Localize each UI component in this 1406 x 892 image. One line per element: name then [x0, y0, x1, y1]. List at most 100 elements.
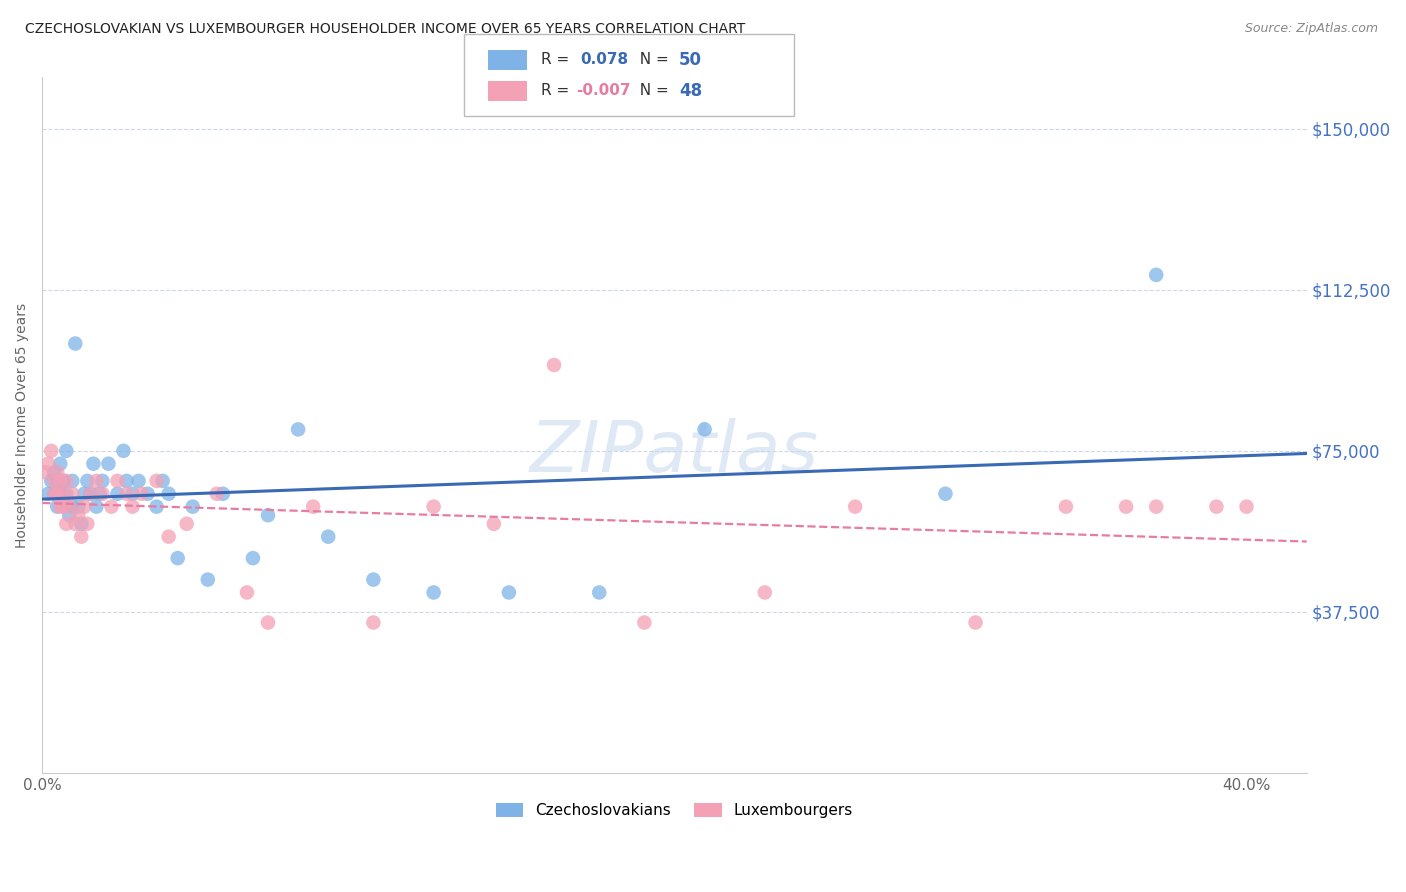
Point [49, 500, 72, 514]
Point [37, 487, 59, 501]
Point [157, 487, 180, 501]
Text: -0.007: -0.007 [576, 84, 631, 98]
Point [197, 573, 219, 587]
Text: CZECHOSLOVAKIAN VS LUXEMBOURGER HOUSEHOLDER INCOME OVER 65 YEARS CORRELATION CHA: CZECHOSLOVAKIAN VS LUXEMBOURGER HOUSEHOL… [25, 22, 745, 37]
Y-axis label: Householder Income Over 65 years: Householder Income Over 65 years [15, 302, 30, 548]
Point [242, 551, 264, 566]
Point [121, 487, 143, 501]
Point [49, 474, 72, 488]
Point [181, 500, 204, 514]
Point [76, 516, 98, 531]
Point [934, 487, 956, 501]
Point [157, 530, 180, 544]
Point [128, 474, 150, 488]
Point [543, 358, 565, 372]
Point [55, 443, 77, 458]
Text: N =: N = [630, 53, 673, 67]
Text: Source: ZipAtlas.com: Source: ZipAtlas.com [1244, 22, 1378, 36]
Point [316, 530, 339, 544]
Point [60, 487, 83, 501]
Point [73, 487, 96, 501]
Point [52, 487, 75, 501]
Point [1144, 268, 1167, 282]
Point [1144, 500, 1167, 514]
Point [58, 500, 80, 514]
Point [145, 500, 167, 514]
Point [55, 516, 77, 531]
Point [39, 474, 62, 488]
Point [70, 516, 93, 531]
Point [633, 615, 655, 630]
Point [79, 487, 101, 501]
Point [91, 487, 114, 501]
Point [588, 585, 610, 599]
Point [1115, 500, 1137, 514]
Point [211, 487, 233, 501]
Point [166, 551, 188, 566]
Point [965, 615, 987, 630]
Text: ZIPatlas: ZIPatlas [530, 418, 818, 487]
Text: 0.078: 0.078 [581, 53, 628, 67]
Point [482, 516, 505, 531]
Point [46, 465, 69, 479]
Point [100, 500, 122, 514]
Point [115, 474, 138, 488]
Point [44, 465, 66, 479]
Point [73, 500, 96, 514]
Point [49, 457, 72, 471]
Point [236, 585, 259, 599]
Point [39, 443, 62, 458]
Point [44, 487, 66, 501]
Point [46, 500, 69, 514]
Point [1054, 500, 1077, 514]
Point [205, 487, 228, 501]
Point [46, 487, 69, 501]
Point [152, 474, 174, 488]
Point [498, 585, 520, 599]
Point [97, 457, 120, 471]
Point [67, 508, 90, 523]
Text: 48: 48 [679, 82, 702, 100]
Point [145, 474, 167, 488]
Text: 50: 50 [679, 51, 702, 69]
Point [52, 500, 75, 514]
Point [131, 487, 153, 501]
Point [37, 457, 59, 471]
Point [79, 487, 101, 501]
Point [86, 500, 108, 514]
Text: R =: R = [541, 84, 575, 98]
Point [60, 500, 83, 514]
Point [844, 500, 866, 514]
Point [65, 516, 87, 531]
Point [60, 474, 83, 488]
Point [44, 474, 66, 488]
Point [257, 508, 280, 523]
Point [86, 474, 108, 488]
Point [121, 500, 143, 514]
Point [302, 500, 325, 514]
Point [91, 474, 114, 488]
Point [112, 443, 135, 458]
Point [107, 474, 129, 488]
Point [89, 487, 111, 501]
Point [754, 585, 776, 599]
Point [44, 487, 66, 501]
Point [693, 422, 716, 436]
Point [1236, 500, 1258, 514]
Point [422, 585, 444, 599]
Point [115, 487, 138, 501]
Point [55, 474, 77, 488]
Point [67, 500, 90, 514]
Point [363, 615, 385, 630]
Point [82, 457, 104, 471]
Point [76, 474, 98, 488]
Point [65, 336, 87, 351]
Point [257, 615, 280, 630]
Point [52, 474, 75, 488]
Point [287, 422, 309, 436]
Point [363, 573, 385, 587]
Point [107, 487, 129, 501]
Point [34, 465, 56, 479]
Point [70, 530, 93, 544]
Point [422, 500, 444, 514]
